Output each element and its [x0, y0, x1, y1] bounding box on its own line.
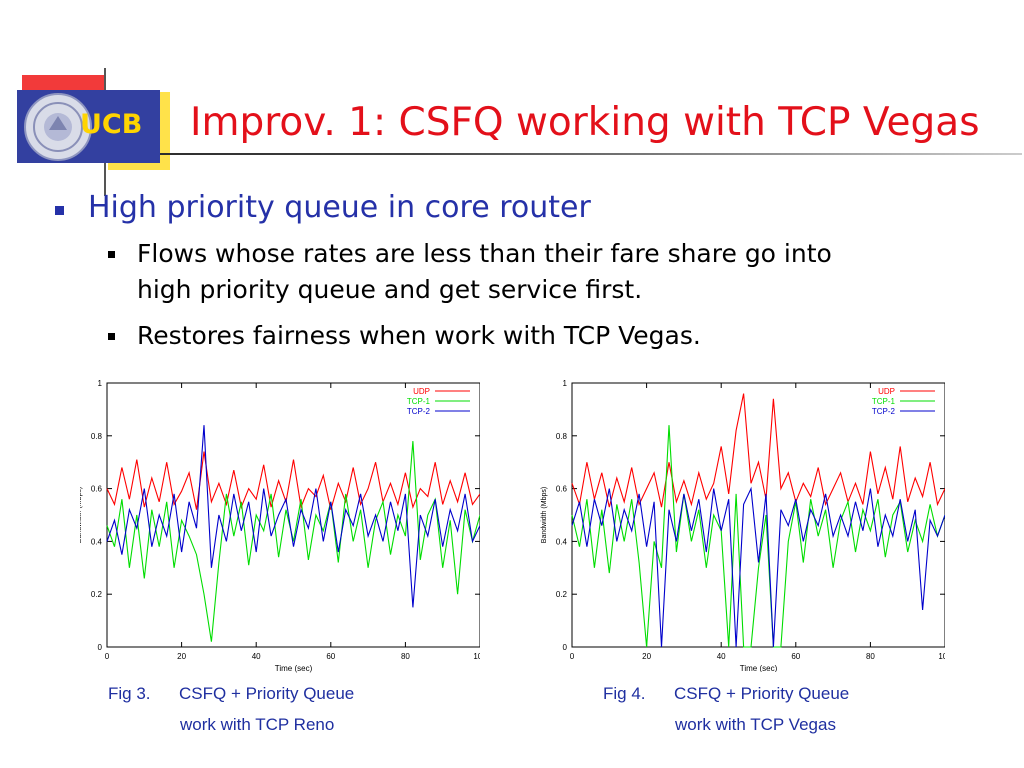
caption-fig3-num: Fig 3.: [108, 684, 151, 703]
x-tick-label: 0: [570, 652, 575, 661]
x-tick-label: 20: [642, 652, 651, 661]
x-axis-label: Time (sec): [275, 664, 313, 673]
y-tick-label: 0.4: [91, 537, 103, 546]
y-tick-label: 0: [98, 643, 103, 652]
x-tick-label: 0: [105, 652, 110, 661]
y-tick-label: 0.8: [556, 432, 568, 441]
bullet-square-icon: [55, 206, 64, 215]
x-tick-label: 40: [252, 652, 261, 661]
caption-fig3-line1: CSFQ + Priority Queue: [179, 684, 355, 703]
x-tick-label: 60: [791, 652, 800, 661]
y-tick-label: 0.6: [556, 485, 568, 494]
x-tick-label: 80: [401, 652, 410, 661]
legend-label: TCP-2: [407, 407, 431, 416]
bullet-square-icon: [108, 251, 115, 258]
bullet-main-text: High priority queue in core router: [88, 190, 591, 225]
bullet-square-icon: [108, 333, 115, 340]
y-tick-label: 0.2: [91, 590, 103, 599]
caption-fig4: Fig 4. CSFQ + Priority Queue: [603, 684, 849, 704]
ucb-logo: UCB: [17, 90, 160, 163]
x-axis-label: Time (sec): [740, 664, 778, 672]
caption-fig4-line2: work with TCP Vegas: [675, 715, 836, 734]
y-tick-label: 1: [98, 379, 103, 388]
y-tick-label: 0.4: [556, 537, 568, 546]
caption-fig4-line1: CSFQ + Priority Queue: [674, 684, 850, 703]
plot-frame: [106, 382, 480, 648]
x-tick-label: 40: [717, 652, 726, 661]
series-line-udp: [571, 393, 945, 508]
x-tick-label: 80: [866, 652, 875, 661]
series-line-udp: [106, 451, 480, 510]
series-line-tcp-2: [571, 486, 945, 648]
x-tick-label: 100: [473, 652, 480, 661]
bullet-main: High priority queue in core router: [55, 190, 591, 225]
sub-bullet-1-line-2: high priority queue and get service firs…: [137, 275, 643, 304]
chart-fig3: 0 0.2 0.4 0.6 0.8 1 0 20 40 60 80 100 Time (sec) Band…: [80, 379, 480, 673]
y-tick-label: 0: [563, 643, 568, 652]
sub-bullet-2: Restores fairness when work with TCP Veg…: [108, 318, 701, 354]
y-tick-label: 0.2: [556, 590, 568, 599]
y-tick-label: 0.8: [91, 432, 103, 441]
y-tick-label: 0.6: [91, 485, 103, 494]
x-tick-label: 20: [177, 652, 186, 661]
caption-fig3-line2: work with TCP Reno: [180, 715, 335, 734]
chart-fig4: 0 0.2 0.4 0.6 0.8 1 0 20 40 60 80 100 Time (sec) Band…: [541, 379, 945, 672]
slide-title: Improv. 1: CSFQ working with TCP Vegas: [190, 100, 980, 145]
x-tick-label: 100: [938, 652, 945, 661]
legend-label: UDP: [878, 387, 895, 396]
sub-bullet-1-line-1: Flows whose rates are less than their fa…: [137, 239, 832, 268]
sub-bullet-2-text: Restores fairness when work with TCP Veg…: [137, 321, 701, 350]
plot-frame: [571, 382, 945, 648]
sub-bullet-1: Flows whose rates are less than their fa…: [108, 236, 832, 308]
header-rule: [22, 153, 1022, 155]
legend-label: UDP: [413, 387, 430, 396]
caption-fig3: Fig 3. CSFQ + Priority Queue: [108, 684, 354, 704]
legend-label: TCP-1: [872, 397, 896, 406]
logo-text: UCB: [80, 109, 143, 140]
x-tick-label: 60: [326, 652, 335, 661]
y-axis-label: Bandwidth (Mbps): [80, 487, 83, 543]
y-axis-label: Bandwidth (Mbps): [541, 487, 548, 543]
ucb-seal-icon: [24, 93, 92, 161]
legend-label: TCP-2: [872, 407, 896, 416]
caption-fig4-num: Fig 4.: [603, 684, 646, 703]
legend-label: TCP-1: [407, 397, 431, 406]
series-line-tcp-2: [106, 425, 480, 608]
header-accent-red: [22, 75, 104, 91]
y-tick-label: 1: [563, 379, 568, 388]
